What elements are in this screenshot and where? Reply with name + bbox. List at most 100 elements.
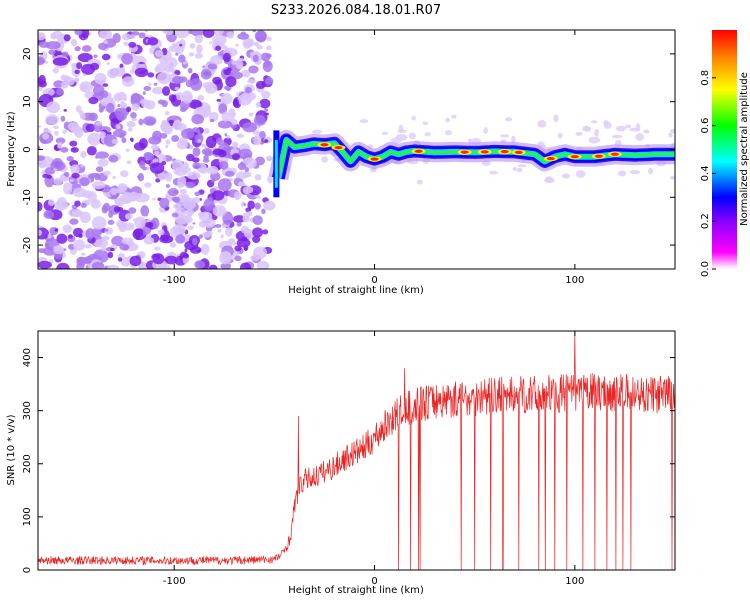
noise-blob (61, 51, 69, 57)
noise-blob (172, 120, 183, 131)
noise-blob (222, 52, 231, 63)
noise-blob (182, 253, 190, 259)
ridge-hotspot-red (370, 157, 379, 161)
colorbar-tick-label: 0.6 (700, 118, 711, 134)
noise-blob (47, 199, 55, 207)
noise-blob (112, 175, 116, 180)
noise-blob (203, 197, 215, 212)
noise-blob (235, 43, 239, 47)
noise-blob (137, 173, 145, 182)
ridge-halo-blob (408, 132, 416, 140)
noise-blob (233, 191, 242, 201)
ridge-halo-blob (590, 120, 598, 124)
ridge-halo-blob (505, 117, 513, 122)
noise-blob (241, 69, 251, 78)
noise-blob (266, 155, 273, 161)
noise-blob (128, 207, 137, 214)
noise-blob (77, 256, 89, 265)
noise-blob (43, 210, 55, 219)
noise-blob (94, 72, 107, 85)
snr-x-label: Height of straight line (km) (288, 585, 424, 596)
spectrogram-x-ticks: -100 0 100 (163, 30, 584, 286)
noise-blob (98, 42, 108, 51)
noise-blob (243, 171, 252, 178)
noise-blob (75, 105, 82, 113)
noise-blob (210, 55, 223, 66)
noise-blob (218, 103, 228, 115)
noise-blob (117, 104, 121, 107)
noise-blob (122, 191, 132, 205)
noise-blob (44, 243, 50, 248)
noise-blob (219, 160, 229, 170)
noise-blob (187, 225, 194, 230)
noise-blob (46, 174, 52, 179)
noise-blob (192, 162, 201, 170)
noise-blob (187, 171, 201, 180)
noise-blob (121, 76, 135, 87)
noise-blob (62, 224, 72, 234)
noise-blob (38, 155, 46, 161)
noise-blob (82, 73, 87, 77)
noise-blob (95, 121, 102, 126)
noise-blob (38, 145, 41, 150)
noise-blob (259, 141, 265, 145)
noise-blob (38, 227, 50, 240)
noise-blob (236, 222, 242, 227)
noise-blob (38, 158, 47, 169)
noise-blob (76, 62, 83, 69)
noise-blob (146, 219, 152, 223)
ridge-halo-blob (537, 120, 547, 128)
noise-blob (93, 84, 105, 97)
noise-blob (185, 181, 196, 189)
noise-blob (226, 31, 235, 39)
noise-blob (179, 188, 187, 194)
noise-blob (171, 42, 178, 49)
noise-blob (202, 231, 212, 238)
noise-blob (130, 139, 134, 143)
snr-frame (37, 330, 676, 571)
noise-blob (222, 211, 234, 225)
noise-blob (192, 222, 196, 225)
noise-blob (252, 246, 268, 260)
spectrogram-x-label: Height of straight line (km) (288, 285, 424, 296)
noise-blob (206, 165, 219, 175)
noise-blob (200, 68, 212, 80)
noise-blob (63, 182, 73, 195)
noise-blob (148, 82, 152, 86)
noise-blob (264, 139, 269, 143)
noise-blob (127, 127, 133, 132)
noise-blob (82, 190, 93, 199)
ridge-halo-blob (561, 173, 570, 179)
noise-blob (159, 197, 170, 209)
noise-blob (157, 72, 172, 85)
noise-blob (81, 45, 92, 52)
spectrogram-noise (38, 30, 675, 269)
spectrogram-y-tick-label: 20 (22, 48, 33, 61)
noise-blob (38, 260, 52, 269)
ridge-halo-blob (395, 134, 408, 141)
noise-blob (140, 205, 150, 217)
noise-blob (87, 132, 102, 146)
noise-blob (42, 132, 50, 140)
noise-blob (52, 57, 69, 66)
noise-blob (91, 216, 107, 230)
noise-blob (152, 253, 165, 265)
noise-blob (242, 182, 246, 187)
noise-blob (56, 233, 68, 244)
noise-blob (165, 144, 169, 149)
noise-blob (143, 236, 155, 245)
noise-blob (161, 161, 167, 166)
noise-blob (262, 229, 269, 235)
ridge-halo-blob (416, 179, 423, 185)
noise-blob (228, 63, 233, 68)
noise-blob (255, 80, 266, 90)
noise-blob (255, 101, 261, 108)
noise-blob (54, 200, 69, 211)
noise-blob (181, 128, 195, 139)
noise-blob (152, 130, 162, 142)
noise-blob (53, 245, 65, 255)
noise-blob (103, 40, 108, 45)
noise-blob (38, 32, 46, 41)
ridge-hotspot-red (610, 152, 619, 156)
ridge-hotspot-red (414, 149, 423, 153)
